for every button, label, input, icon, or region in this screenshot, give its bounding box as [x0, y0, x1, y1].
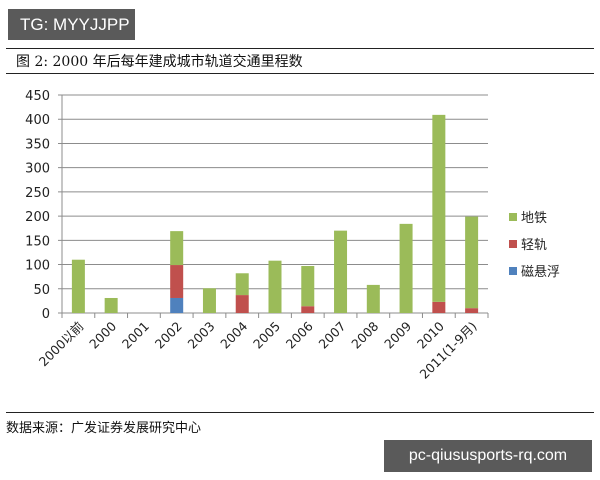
bar-segment	[301, 266, 315, 307]
legend-label: 地铁	[521, 211, 548, 226]
bar-segment	[366, 284, 380, 313]
bar-segment	[334, 230, 348, 313]
bar-segment	[399, 223, 413, 313]
bar-segment	[235, 295, 249, 313]
legend-swatch	[509, 212, 517, 221]
y-tick-label: 250	[25, 186, 50, 201]
x-tick-label: 2000	[86, 318, 119, 351]
bar-segment	[170, 231, 184, 266]
bar-segment	[301, 306, 315, 313]
legend-label: 磁悬浮	[521, 265, 561, 280]
bar-segment	[432, 114, 446, 302]
bar-segment	[465, 308, 479, 313]
y-tick-label: 0	[42, 307, 50, 322]
figure-title: 图 2: 2000 年后每年建成城市轨道交通里程数	[16, 54, 303, 70]
x-tick-label: 2001	[119, 319, 152, 352]
y-tick-label: 150	[25, 234, 50, 249]
title-rule-bottom	[6, 73, 594, 74]
source-note: 数据来源：广发证券发展研究中心	[6, 421, 202, 436]
y-tick-label: 300	[25, 162, 50, 177]
legend-label: 轻轨	[521, 238, 548, 253]
chart-legend: 地铁 轻轨 磁悬浮	[509, 203, 560, 284]
source-rule	[6, 412, 594, 413]
bar-segment	[268, 260, 282, 313]
bar-segment	[465, 216, 479, 309]
legend-item: 地铁	[509, 203, 560, 230]
y-tick-label: 200	[25, 210, 50, 225]
legend-item: 轻轨	[509, 230, 560, 257]
bar-segment	[104, 297, 118, 313]
bar-segment	[170, 297, 184, 313]
bar-segment	[432, 301, 446, 313]
bar-segment	[71, 259, 85, 313]
legend-swatch	[509, 239, 517, 248]
legend-swatch	[509, 266, 517, 275]
y-tick-label: 400	[25, 113, 50, 128]
x-tick-label: 2003	[184, 319, 217, 352]
x-tick-label: 2006	[283, 318, 316, 351]
title-rule-top	[6, 48, 594, 49]
x-tick-label: 2009	[381, 318, 414, 351]
x-tick-label: 2005	[250, 319, 283, 352]
y-tick-label: 450	[25, 89, 50, 104]
legend-item: 磁悬浮	[509, 257, 560, 284]
y-tick-label: 350	[25, 137, 50, 152]
x-tick-label: 2004	[217, 318, 250, 351]
x-tick-label: 2000以前	[36, 319, 87, 370]
x-tick-label: 2008	[348, 318, 381, 351]
bar-segment	[235, 273, 249, 296]
watermark-top: TG: MYYJJPP	[8, 9, 135, 40]
y-tick-label: 50	[33, 283, 50, 298]
x-tick-label: 2007	[316, 319, 349, 352]
y-tick-label: 100	[25, 259, 50, 274]
bar-segment	[202, 288, 216, 313]
bar-segment	[170, 265, 184, 298]
watermark-bottom: pc-qiususports-rq.com	[384, 440, 592, 472]
x-tick-label: 2002	[152, 319, 185, 352]
